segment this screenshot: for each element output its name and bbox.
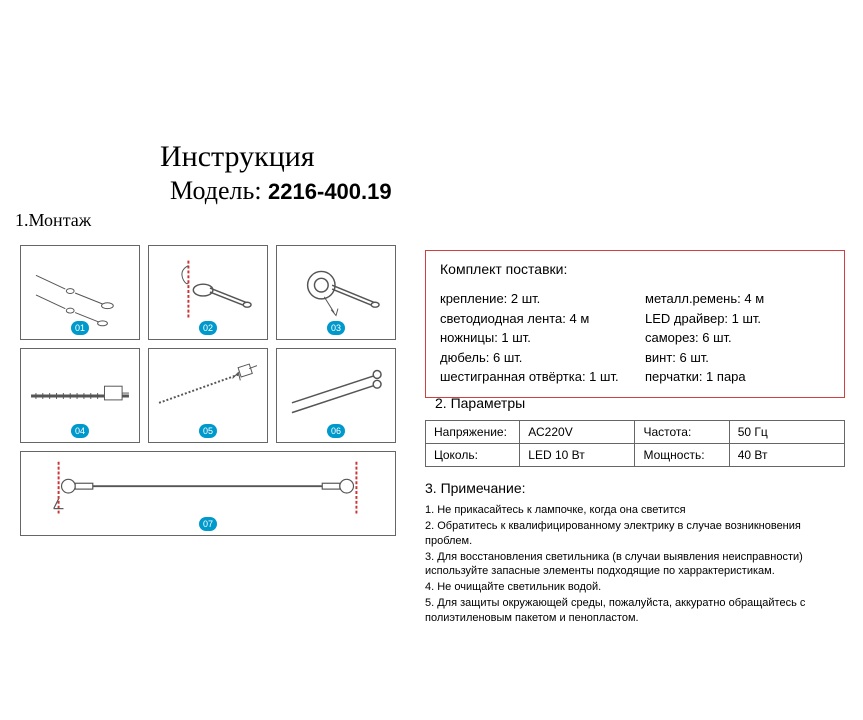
kit-item: шестигранная отвёртка: 1 шт. [440, 367, 625, 387]
kit-item: ножницы: 1 шт. [440, 328, 625, 348]
diagram-cell-07: 07 [20, 451, 396, 536]
diagram-cell-05: 05 [148, 348, 268, 443]
kit-columns: крепление: 2 шт. светодиодная лента: 4 м… [440, 289, 830, 387]
note-item: 4. Не очищайте светильник водой. [425, 580, 845, 595]
kit-item: LED драйвер: 1 шт. [645, 309, 830, 329]
param-value: LED 10 Вт [520, 444, 635, 467]
param-value: 50 Гц [729, 421, 844, 444]
table-row: Напряжение: АС220V Частота: 50 Гц [426, 421, 845, 444]
param-value: АС220V [520, 421, 635, 444]
kit-item: металл.ремень: 4 м [645, 289, 830, 309]
diagram-cell-04: 04 [20, 348, 140, 443]
model-label: Модель: [170, 176, 262, 205]
param-label: Мощность: [635, 444, 729, 467]
diagram-row-1: 01 02 [20, 245, 400, 340]
param-label: Напряжение: [426, 421, 520, 444]
diagram-row-3: 07 [20, 451, 400, 536]
param-label: Цоколь: [426, 444, 520, 467]
diagram-num-05: 05 [199, 424, 217, 438]
note-item: 2. Обратитесь к квалифицированному элект… [425, 519, 845, 549]
kit-title: Комплект поставки: [440, 261, 830, 277]
diagram-grid: 01 02 [20, 245, 400, 544]
diagram-num-04: 04 [71, 424, 89, 438]
diagram-cell-01: 01 [20, 245, 140, 340]
note-item: 1. Не прикасайтесь к лампочке, когда она… [425, 503, 845, 518]
diagram-row-2: 04 05 [20, 348, 400, 443]
page: Инструкция Модель: 2216-400.19 1.Монтаж [0, 0, 863, 160]
kit-box: Комплект поставки: крепление: 2 шт. свет… [425, 250, 845, 398]
kit-item: дюбель: 6 шт. [440, 348, 625, 368]
params-table: Напряжение: АС220V Частота: 50 Гц Цоколь… [425, 420, 845, 467]
diagram-num-02: 02 [199, 321, 217, 335]
param-value: 40 Вт [729, 444, 844, 467]
diagram-num-01: 01 [71, 321, 89, 335]
note-item: 5. Для защиты окружающей среды, пожалуйс… [425, 596, 845, 626]
notes-block: 1. Не прикасайтесь к лампочке, когда она… [425, 503, 845, 627]
diagram-num-07: 07 [199, 517, 217, 531]
kit-col-right: металл.ремень: 4 м LED драйвер: 1 шт. са… [645, 289, 830, 387]
note-item: 3. Для восстановления светильника (в слу… [425, 550, 845, 580]
diagram-num-06: 06 [327, 424, 345, 438]
kit-item: крепление: 2 шт. [440, 289, 625, 309]
table-row: Цоколь: LED 10 Вт Мощность: 40 Вт [426, 444, 845, 467]
section3-title: 3. Примечание: [425, 480, 526, 496]
model-number: 2216-400.19 [268, 179, 392, 204]
section2-title: 2. Параметры [435, 395, 525, 411]
section1-title: 1.Монтаж [15, 210, 91, 231]
diagram-num-03: 03 [327, 321, 345, 335]
kit-item: перчатки: 1 пара [645, 367, 830, 387]
diagram-cell-03: 03 [276, 245, 396, 340]
kit-col-left: крепление: 2 шт. светодиодная лента: 4 м… [440, 289, 625, 387]
kit-item: винт: 6 шт. [645, 348, 830, 368]
diagram-cell-02: 02 [148, 245, 268, 340]
main-title: Инструкция [160, 140, 315, 174]
model-line: Модель: 2216-400.19 [170, 176, 392, 206]
param-label: Частота: [635, 421, 729, 444]
kit-item: саморез: 6 шт. [645, 328, 830, 348]
diagram-cell-06: 06 [276, 348, 396, 443]
kit-item: светодиодная лента: 4 м [440, 309, 625, 329]
